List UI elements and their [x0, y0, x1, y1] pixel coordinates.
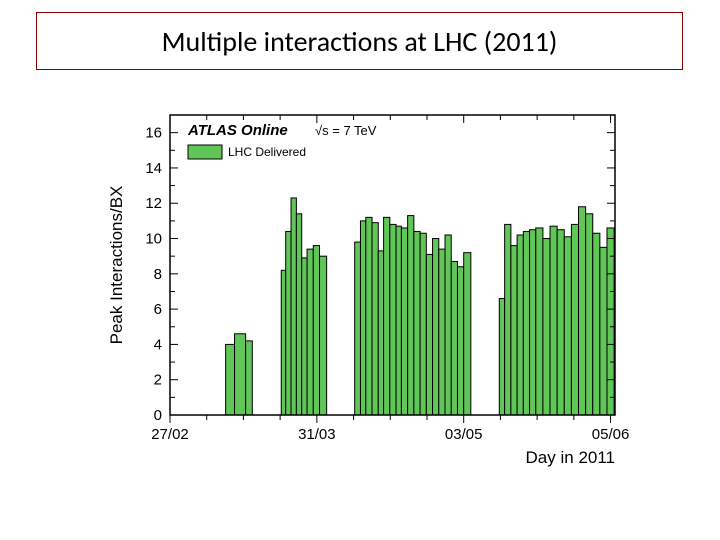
- histogram-bar: [543, 239, 550, 415]
- histogram-bar: [281, 270, 285, 415]
- histogram-bar: [439, 249, 445, 415]
- x-tick-label: 03/05: [445, 426, 483, 443]
- histogram-bar: [457, 267, 463, 415]
- y-axis-label: Peak Interactions/BX: [107, 186, 126, 345]
- histogram-bar: [499, 299, 504, 415]
- histogram-bar: [396, 226, 401, 415]
- legend-label: LHC Delivered: [228, 145, 306, 159]
- atlas-label: ATLAS Online: [187, 122, 288, 139]
- y-tick-label: 8: [154, 266, 162, 283]
- histogram-bar: [420, 233, 426, 415]
- y-tick-label: 6: [154, 301, 162, 318]
- y-tick-label: 14: [145, 160, 162, 177]
- histogram-bar: [390, 224, 396, 415]
- histogram-bar: [401, 228, 407, 415]
- histogram-bar: [296, 214, 301, 415]
- histogram-bar: [235, 334, 246, 415]
- peak-interactions-chart: 27/02 31/03 03/05 05/06 0 2 4 6 8 10 12 14 16 Peak …: [85, 95, 645, 485]
- histogram-bar: [550, 226, 557, 415]
- histogram-bar: [246, 341, 253, 415]
- histogram-bar: [557, 230, 564, 415]
- title-box: Multiple interactions at LHC (2011): [36, 12, 683, 70]
- histogram-bar: [302, 258, 307, 415]
- histogram-bar: [579, 207, 586, 415]
- histogram-bar: [372, 223, 378, 415]
- histogram-bar: [505, 224, 511, 415]
- histogram-bar: [226, 344, 235, 415]
- histogram-bar: [571, 224, 578, 415]
- y-tick-label: 16: [145, 125, 162, 142]
- page-title: Multiple interactions at LHC (2011): [162, 24, 558, 59]
- y-tick-label: 2: [154, 372, 162, 389]
- legend-swatch: [188, 145, 222, 159]
- y-tick-label: 10: [145, 231, 162, 248]
- histogram-bar: [286, 231, 291, 415]
- y-tick-label: 12: [145, 195, 162, 212]
- energy-label: √s = 7 TeV: [315, 123, 377, 138]
- histogram-bar: [464, 253, 471, 415]
- histogram-bar: [378, 251, 383, 415]
- y-tick-label: 4: [154, 336, 162, 353]
- histogram-bar: [414, 231, 420, 415]
- histogram-bar: [426, 254, 432, 415]
- x-tick-label: 27/02: [151, 426, 189, 443]
- histogram-bar: [408, 216, 414, 415]
- histogram-bar: [523, 231, 529, 415]
- histogram-bar: [320, 256, 327, 415]
- x-tick-label: 05/06: [592, 426, 630, 443]
- histogram-bar: [600, 247, 607, 415]
- histogram-bar: [593, 233, 600, 415]
- x-tick-label: 31/03: [298, 426, 336, 443]
- x-axis-label: Day in 2011: [526, 448, 615, 467]
- histogram-bar: [445, 235, 451, 415]
- y-tick-label: 0: [154, 407, 162, 424]
- histogram-bar: [451, 261, 457, 415]
- chart-svg: 27/02 31/03 03/05 05/06 0 2 4 6 8 10 12 14 16 Peak …: [85, 95, 645, 485]
- histogram-bar: [307, 249, 313, 415]
- histogram-bar: [360, 221, 365, 415]
- histogram-bar: [384, 217, 390, 415]
- histogram-bar: [536, 228, 543, 415]
- histogram-bar: [291, 198, 296, 415]
- histogram-bar: [313, 246, 319, 415]
- histogram-bar: [517, 235, 523, 415]
- histogram-bar: [564, 237, 571, 415]
- histogram-bar: [355, 242, 361, 415]
- histogram-bar: [511, 246, 517, 415]
- histogram-bar: [530, 230, 536, 415]
- histogram-bar: [586, 214, 593, 415]
- histogram-bar: [433, 239, 439, 415]
- histogram-bar: [366, 217, 372, 415]
